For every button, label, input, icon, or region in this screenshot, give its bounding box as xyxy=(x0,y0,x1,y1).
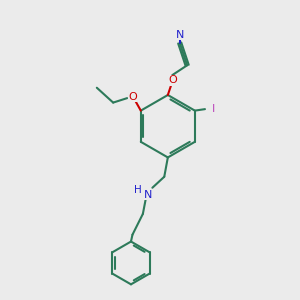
Text: N: N xyxy=(176,30,184,40)
Text: H: H xyxy=(134,184,141,194)
Text: N: N xyxy=(143,190,152,200)
Text: O: O xyxy=(168,75,177,85)
Text: O: O xyxy=(128,92,137,102)
Text: I: I xyxy=(212,104,215,114)
